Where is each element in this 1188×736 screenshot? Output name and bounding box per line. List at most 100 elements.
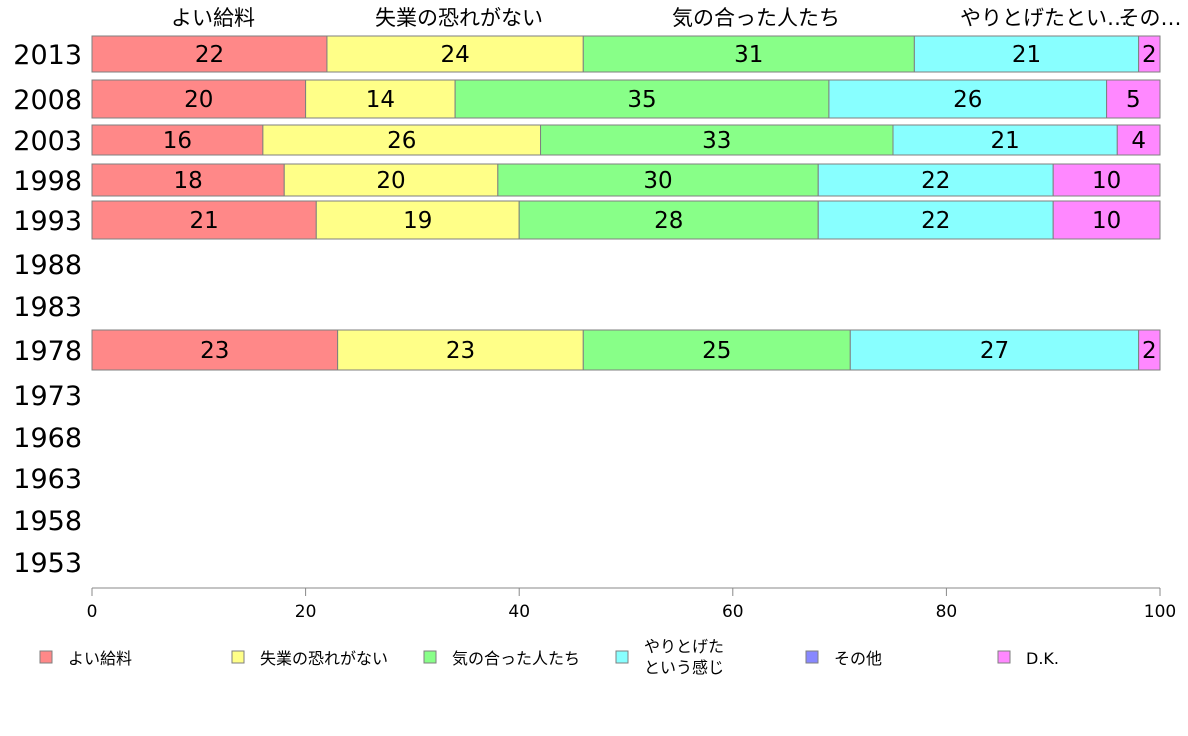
bar-value-label: 2 <box>1142 338 1157 364</box>
year-label: 2013 <box>13 40 82 71</box>
bar-segment <box>91 35 328 73</box>
legend-label: その他 <box>834 649 882 668</box>
bar-value-label: 21 <box>990 128 1019 154</box>
bar-value-label: 25 <box>702 338 731 364</box>
bar-segment <box>1138 35 1161 73</box>
bar-segment <box>326 35 584 73</box>
bar-value-label: 24 <box>440 42 469 68</box>
bar-segment <box>540 124 894 156</box>
year-label: 1993 <box>13 206 82 237</box>
bar-segment <box>262 124 542 156</box>
bar-segment <box>91 329 339 371</box>
bar-value-label: 35 <box>627 87 656 113</box>
bar-value-label: 20 <box>376 168 405 194</box>
legend-label: D.K. <box>1026 649 1059 668</box>
bar-segment <box>91 79 307 119</box>
bar-segment <box>305 79 456 119</box>
year-label: 1968 <box>13 423 82 454</box>
bar-segment <box>1052 200 1161 240</box>
bar-segment <box>497 163 819 197</box>
year-label: 1973 <box>13 381 82 412</box>
legend-swatch <box>997 650 1011 664</box>
year-label: 1953 <box>13 548 82 579</box>
legend-label: 失業の恐れがない <box>260 649 388 668</box>
legend-swatch <box>423 650 437 664</box>
bar-segment <box>337 329 584 371</box>
legend-swatch <box>231 650 245 664</box>
bar-segment <box>91 124 264 156</box>
bar-value-label: 2 <box>1142 42 1157 68</box>
bar-segment <box>1116 124 1161 156</box>
bar-value-label: 16 <box>163 128 192 154</box>
bar-value-label: 18 <box>173 168 202 194</box>
year-label: 1963 <box>13 464 82 495</box>
bar-value-label: 21 <box>189 208 218 234</box>
x-tick-label: 20 <box>295 602 317 622</box>
bar-segment <box>91 200 317 240</box>
bar-value-label: 26 <box>387 128 416 154</box>
x-tick-label: 60 <box>722 602 744 622</box>
bar-segment <box>828 79 1108 119</box>
year-label: 1988 <box>13 250 82 281</box>
x-tick-label: 80 <box>936 602 958 622</box>
bar-value-label: 30 <box>643 168 672 194</box>
bar-value-label: 5 <box>1126 87 1141 113</box>
column-header: よい給料 <box>171 6 255 30</box>
bar-segment <box>315 200 520 240</box>
x-axis: 0 20 40 60 80 100 <box>87 587 1176 622</box>
bar-value-label: 23 <box>200 338 229 364</box>
year-label: 1998 <box>13 166 82 197</box>
bar-value-label: 22 <box>921 168 950 194</box>
bar-segment <box>1138 329 1161 371</box>
x-tick-label: 40 <box>508 602 530 622</box>
year-labels: 2013 2008 2003 1998 1993 1988 1983 1978 1973 1968… <box>13 40 82 579</box>
bar-segment <box>817 163 1054 197</box>
legend-swatch <box>805 650 819 664</box>
bar-value-label: 20 <box>184 87 213 113</box>
legend-swatch <box>615 650 629 664</box>
legend-swatch <box>39 650 53 664</box>
year-label: 1983 <box>13 292 82 323</box>
bar-segment <box>892 124 1118 156</box>
x-tick-label: 100 <box>1144 602 1176 622</box>
bar-segment <box>1052 163 1161 197</box>
bar-value-label: 4 <box>1131 128 1146 154</box>
bar-segment <box>454 79 830 119</box>
bars: 22 24 31 21 2 20 14 35 26 5 16 26 33 21 4 18 20 30 22 10 21 1… <box>91 35 1161 371</box>
bar-value-label: 10 <box>1092 168 1121 194</box>
bar-value-label: 31 <box>734 42 763 68</box>
bar-value-label: 33 <box>702 128 731 154</box>
legend-label: よい給料 <box>68 649 132 668</box>
bar-value-label: 19 <box>403 208 432 234</box>
column-header: 失業の恐れがない <box>375 6 543 30</box>
bar-segment <box>582 35 915 73</box>
column-header: 気の合った人たち <box>672 6 840 30</box>
column-header: やりとげたとい… <box>960 6 1128 30</box>
bar-value-label: 22 <box>921 208 950 234</box>
bar-value-label: 27 <box>980 338 1009 364</box>
bar-segment <box>91 163 285 197</box>
year-label: 2008 <box>13 85 82 116</box>
bar-value-label: 14 <box>366 87 395 113</box>
bar-value-label: 26 <box>953 87 982 113</box>
bar-segment <box>913 35 1140 73</box>
bar-value-label: 10 <box>1092 208 1121 234</box>
bar-segment <box>518 200 819 240</box>
column-headers: よい給料 失業の恐れがない 気の合った人たち やりとげたとい…その… <box>171 6 1182 30</box>
legend-label: という感じ <box>644 658 724 677</box>
x-tick-label: 0 <box>87 602 98 622</box>
bar-segment <box>283 163 499 197</box>
bar-value-label: 28 <box>654 208 683 234</box>
year-label: 1978 <box>13 336 82 367</box>
bar-value-label: 22 <box>195 42 224 68</box>
bar-segment <box>1106 79 1161 119</box>
bar-segment <box>817 200 1054 240</box>
year-label: 2003 <box>13 126 82 157</box>
legend-label: やりとげた <box>644 637 724 656</box>
bar-value-label: 23 <box>446 338 475 364</box>
column-header: その… <box>1119 6 1182 30</box>
bar-value-label: 21 <box>1012 42 1041 68</box>
year-label: 1958 <box>13 506 82 537</box>
